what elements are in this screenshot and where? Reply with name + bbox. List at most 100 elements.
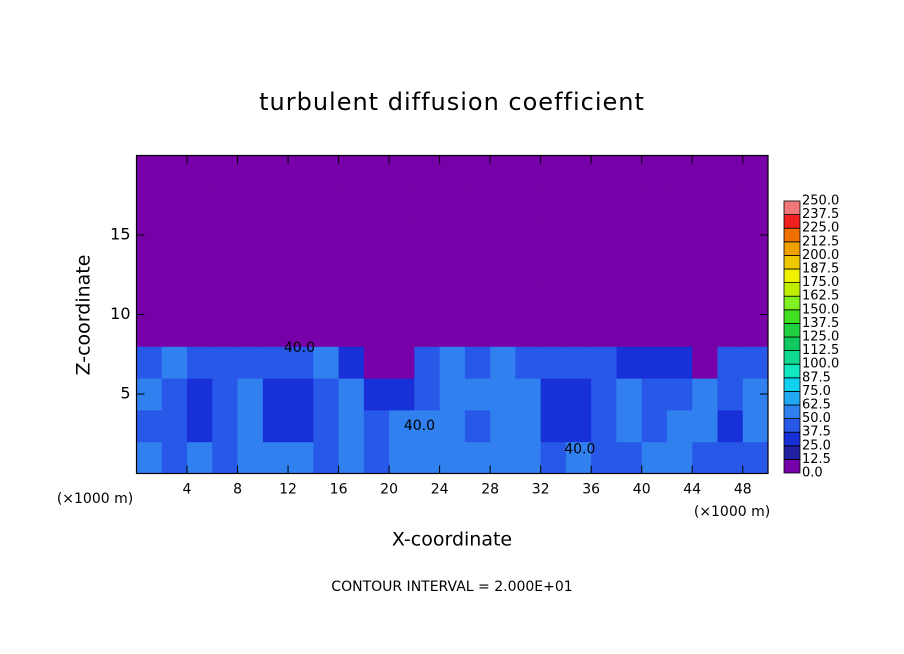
field-cell xyxy=(742,346,769,379)
field-cell xyxy=(464,219,491,252)
field-cell xyxy=(389,155,415,188)
field-cell xyxy=(237,155,264,188)
field-cell xyxy=(464,282,491,315)
field-cell xyxy=(490,155,516,188)
field-cell xyxy=(692,219,718,252)
field-cell xyxy=(515,187,542,220)
field-cell xyxy=(338,155,365,188)
field-cell xyxy=(742,282,769,315)
colorbar-swatch xyxy=(783,241,801,256)
field-cell xyxy=(641,187,668,220)
field-cell xyxy=(161,441,188,474)
field-cell xyxy=(262,250,289,284)
field-cell xyxy=(439,219,466,252)
field-cell xyxy=(363,250,390,284)
field-cell xyxy=(717,441,744,474)
field-cell xyxy=(666,250,693,284)
field-cell xyxy=(565,155,592,188)
field-cell xyxy=(540,282,567,315)
field-cell xyxy=(666,314,693,347)
field-cell xyxy=(288,187,314,220)
field-cell xyxy=(338,250,365,284)
field-cell xyxy=(616,187,643,220)
field-cell xyxy=(591,314,617,347)
field-cell xyxy=(591,346,617,379)
x-tick-label: 20 xyxy=(380,482,398,498)
field-cell xyxy=(212,409,239,443)
x-unit: (×1000 m) xyxy=(57,491,133,507)
x-tick-label: 32 xyxy=(532,482,550,498)
field-cell xyxy=(439,314,466,347)
field-cell xyxy=(641,219,668,252)
field-cell xyxy=(414,155,441,188)
field-cell xyxy=(212,282,239,315)
field-cell xyxy=(363,219,390,252)
field-cell xyxy=(288,378,314,411)
field-cell xyxy=(464,250,491,284)
field-cell xyxy=(313,282,340,315)
field-cell xyxy=(363,155,390,188)
field-cell xyxy=(237,282,264,315)
field-cell xyxy=(161,187,188,220)
field-cell xyxy=(212,250,239,284)
colorbar-swatch xyxy=(783,282,801,297)
field-cell xyxy=(439,346,466,379)
field-cell xyxy=(540,314,567,347)
field-cell xyxy=(187,250,213,284)
field-cell xyxy=(237,409,264,443)
field-cell xyxy=(641,346,668,379)
field-cell xyxy=(490,441,516,474)
field-cell xyxy=(313,409,340,443)
field-cell xyxy=(389,378,415,411)
field-cell xyxy=(136,187,163,220)
field-cell xyxy=(565,409,592,443)
field-cell xyxy=(288,155,314,188)
field-cell xyxy=(464,378,491,411)
field-cell xyxy=(641,441,668,474)
field-cell xyxy=(187,346,213,379)
field-cell xyxy=(565,250,592,284)
field-cell xyxy=(540,346,567,379)
field-cell xyxy=(616,378,643,411)
field-cell xyxy=(717,187,744,220)
colorbar-swatch xyxy=(783,363,801,379)
field-cell xyxy=(515,409,542,443)
contour-label: 40.0 xyxy=(404,418,435,434)
colorbar-label: 212.5 xyxy=(802,234,839,249)
field-cell xyxy=(540,219,567,252)
field-cell xyxy=(187,155,213,188)
field-cell xyxy=(692,378,718,411)
field-cell xyxy=(742,409,769,443)
footnote: CONTOUR INTERVAL = 2.000E+01 xyxy=(331,579,572,595)
colorbar-label: 75.0 xyxy=(802,384,831,399)
field-cell xyxy=(439,187,466,220)
x-tick-label: 16 xyxy=(330,482,348,498)
field-cell xyxy=(641,250,668,284)
field-cell xyxy=(237,378,264,411)
x-tick-label: 48 xyxy=(734,482,752,498)
field-cell xyxy=(363,409,390,443)
colorbar-swatch xyxy=(783,309,801,324)
colorbar-swatch xyxy=(783,445,801,460)
field-cell xyxy=(237,441,264,474)
field-cell xyxy=(717,409,744,443)
field-cell xyxy=(692,282,718,315)
field-cell xyxy=(136,346,163,379)
field-cell xyxy=(591,441,617,474)
field-cell xyxy=(490,346,516,379)
field-cell xyxy=(237,346,264,379)
field-cell xyxy=(540,441,567,474)
field-cell xyxy=(742,187,769,220)
field-cell xyxy=(237,219,264,252)
field-cell xyxy=(187,378,213,411)
field-cell xyxy=(313,187,340,220)
colorbar-swatch xyxy=(783,404,801,420)
field-cell xyxy=(591,378,617,411)
field-cell xyxy=(742,314,769,347)
field-cell xyxy=(262,314,289,347)
colorbar-label: 25.0 xyxy=(802,438,831,453)
colorbar-label: 237.5 xyxy=(802,207,839,222)
field-cell xyxy=(338,314,365,347)
colorbar-label: 100.0 xyxy=(802,357,839,372)
field-cell xyxy=(338,187,365,220)
